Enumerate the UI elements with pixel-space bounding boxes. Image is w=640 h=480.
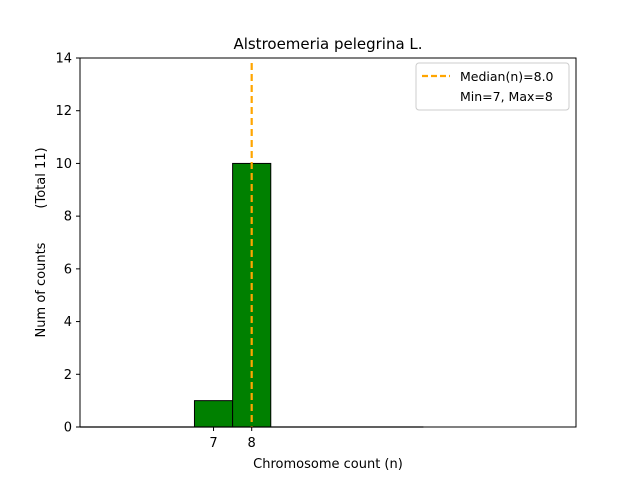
x-axis-label: Chromosome count (n) (253, 457, 403, 472)
y-tick-label-12: 12 (55, 104, 72, 119)
legend-median-label: Median(n)=8.0 (460, 69, 554, 84)
legend-minmax-label: Min=7, Max=8 (460, 89, 553, 104)
y-tick-label-8: 8 (64, 210, 72, 225)
y-tick-label-4: 4 (64, 315, 72, 330)
chart-title: Alstroemeria pelegrina L. (233, 35, 422, 53)
x-tick-label-7: 7 (209, 436, 217, 451)
x-tick-label-8: 8 (248, 436, 256, 451)
legend-box (415, 62, 570, 111)
bar-7 (193, 400, 234, 428)
y-tick-label-2: 2 (64, 368, 72, 383)
plot-area: 0 2 4 6 8 10 12 14 7 8 (55, 52, 577, 451)
y-tick-label-10: 10 (55, 157, 72, 172)
y-tick-label-6: 6 (64, 262, 72, 277)
legend: Median(n)=8.0 Min=7, Max=8 (415, 62, 570, 111)
y-tick-label-14: 14 (55, 52, 72, 67)
y-axis-label: Num of counts (34, 242, 49, 337)
y-axis-total-label: (Total 11) (34, 147, 49, 208)
axes-frame (79, 57, 577, 428)
y-tick-label-0: 0 (64, 421, 72, 436)
